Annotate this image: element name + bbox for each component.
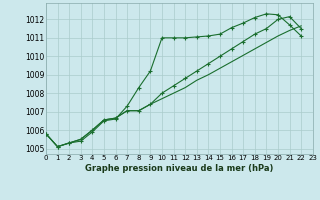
- X-axis label: Graphe pression niveau de la mer (hPa): Graphe pression niveau de la mer (hPa): [85, 164, 274, 173]
